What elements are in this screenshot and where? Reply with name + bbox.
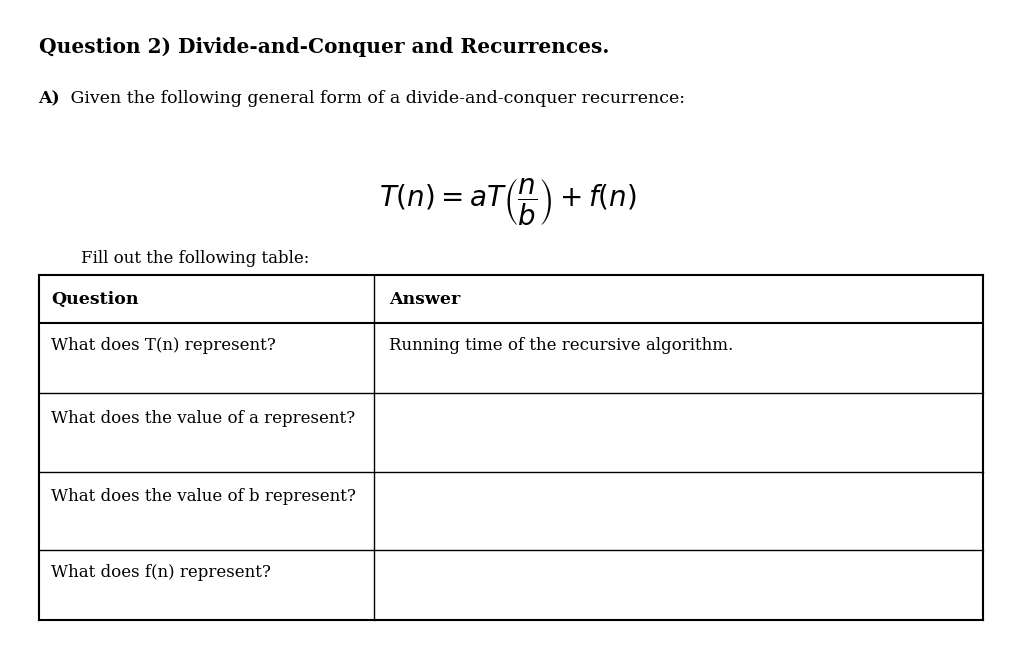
Text: A): A) xyxy=(39,90,60,107)
Text: Question: Question xyxy=(51,290,138,308)
Text: What does the value of a represent?: What does the value of a represent? xyxy=(51,410,355,427)
Text: $T(n) = aT\left(\dfrac{n}{b}\right) + f(n)$: $T(n) = aT\left(\dfrac{n}{b}\right) + f(… xyxy=(379,176,637,228)
Text: What does T(n) represent?: What does T(n) represent? xyxy=(51,337,275,354)
Text: Question 2) Divide-and-Conquer and Recurrences.: Question 2) Divide-and-Conquer and Recur… xyxy=(39,37,609,57)
Text: Answer: Answer xyxy=(389,290,460,308)
Text: What does the value of b represent?: What does the value of b represent? xyxy=(51,488,356,505)
Text: Running time of the recursive algorithm.: Running time of the recursive algorithm. xyxy=(389,337,734,354)
Text: Given the following general form of a divide-and-conquer recurrence:: Given the following general form of a di… xyxy=(65,90,685,107)
Text: What does f(n) represent?: What does f(n) represent? xyxy=(51,564,270,581)
Text: Fill out the following table:: Fill out the following table: xyxy=(81,250,310,267)
